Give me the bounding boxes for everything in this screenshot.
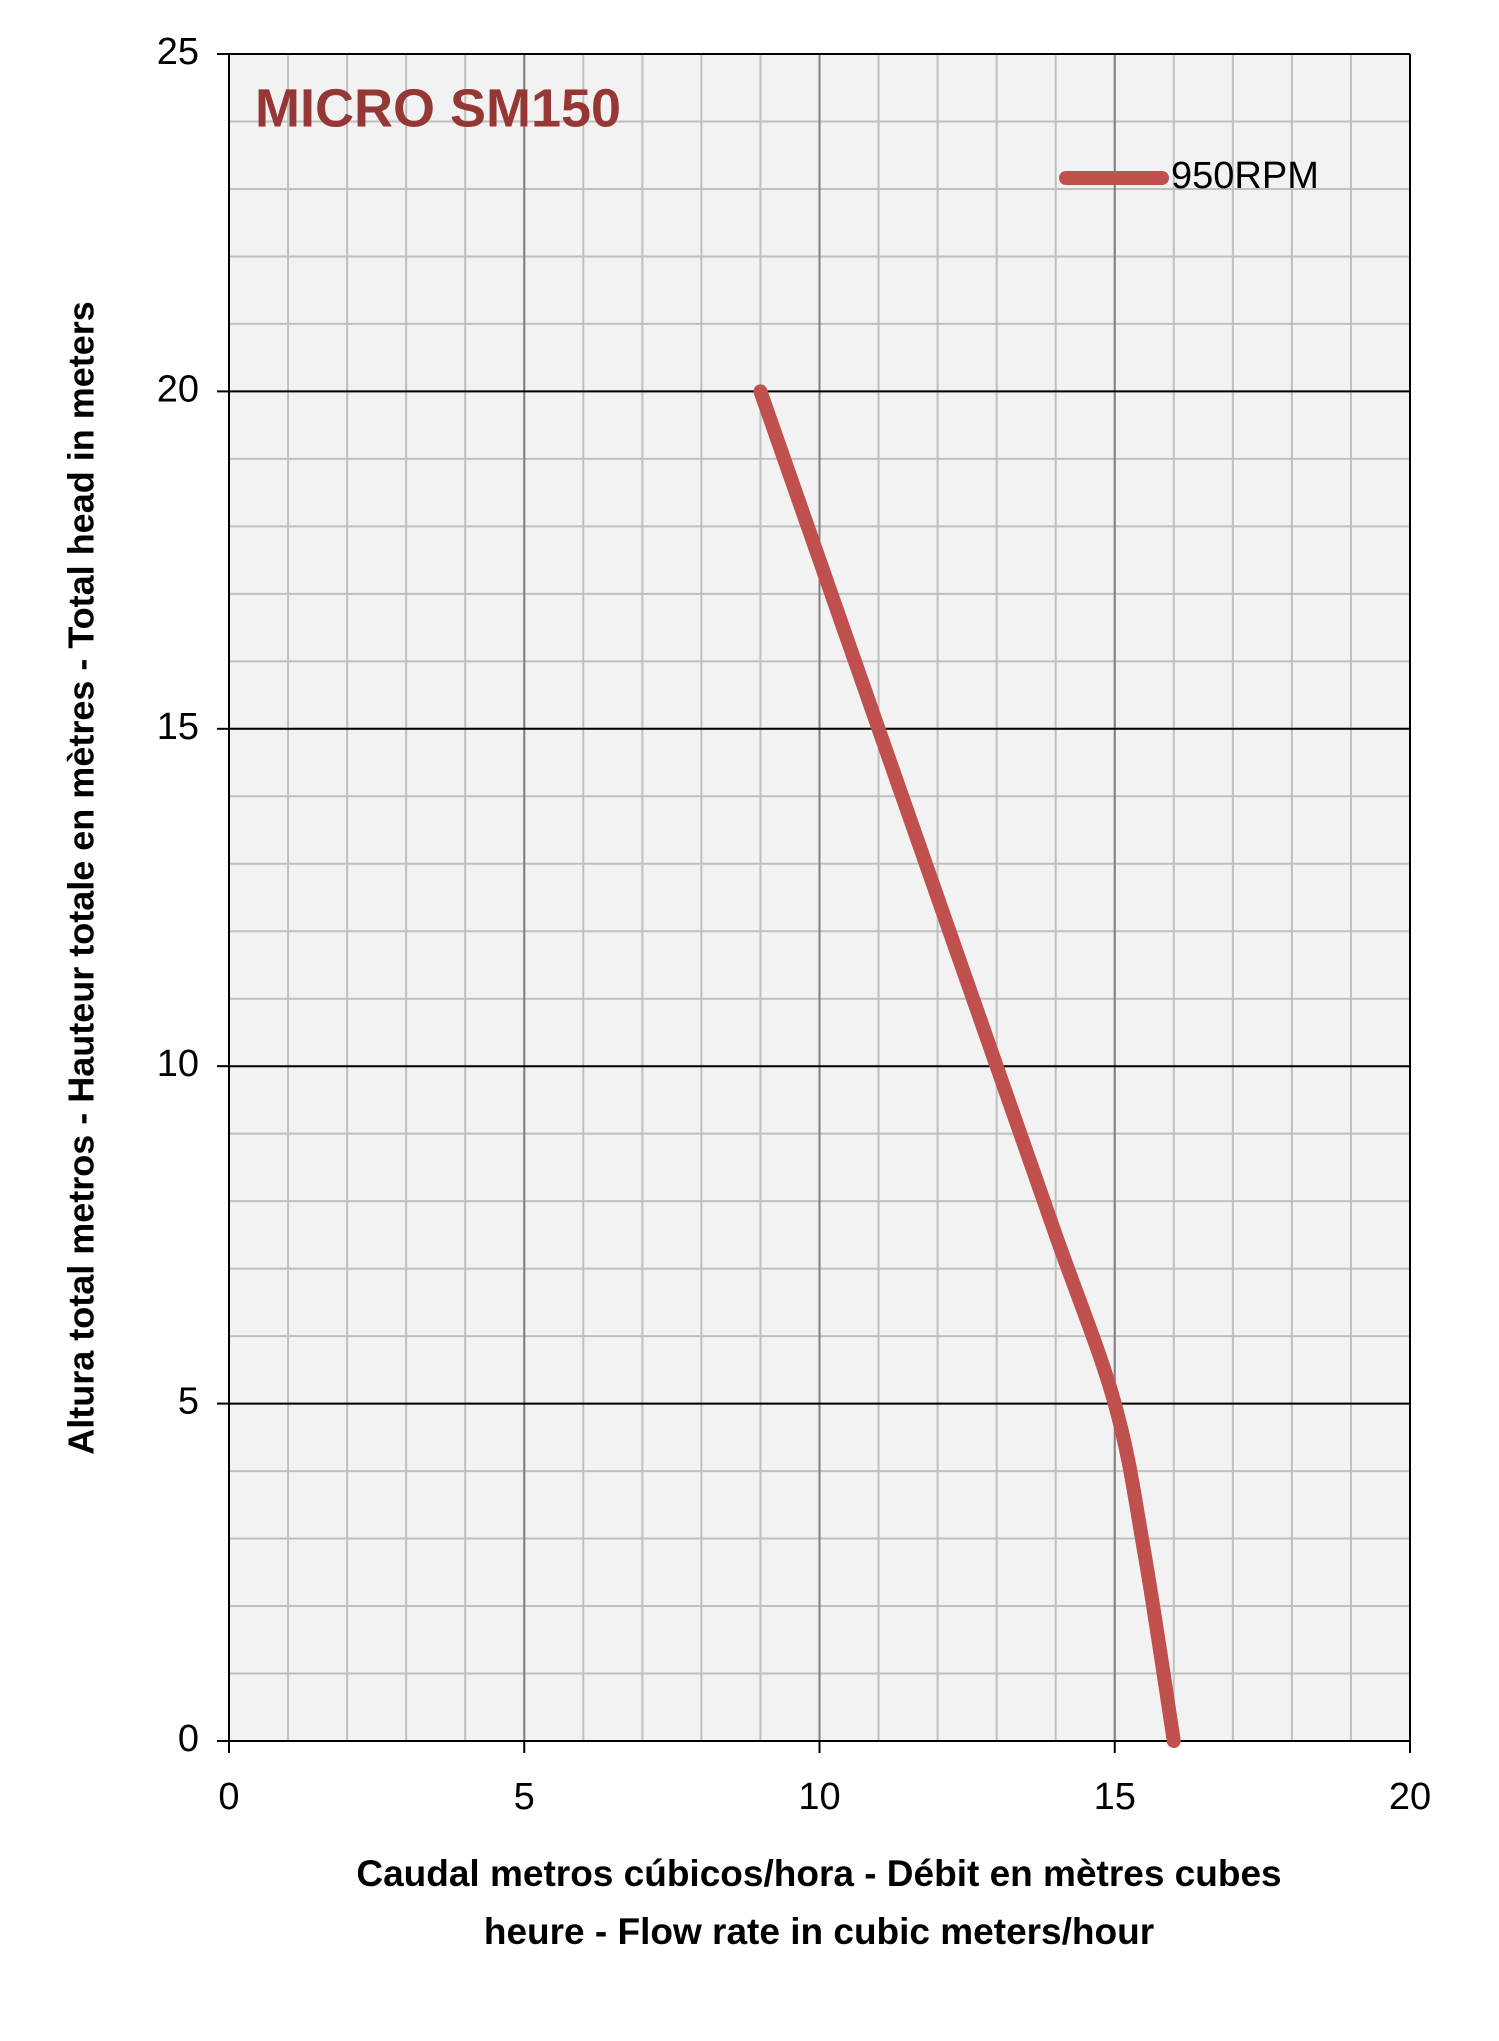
legend-label: 950RPM	[1171, 155, 1319, 197]
y-tick-label: 20	[157, 368, 199, 410]
x-tick-label: 20	[1389, 1776, 1431, 1818]
y-tick-label: 10	[157, 1043, 199, 1085]
x-tick-label: 15	[1094, 1776, 1136, 1818]
x-tick-label: 0	[218, 1776, 239, 1818]
y-axis-label: Altura total metros - Hauteur totale en …	[61, 301, 102, 1455]
x-tick-label: 5	[514, 1776, 535, 1818]
y-tick-label: 0	[178, 1718, 199, 1760]
y-tick-label: 25	[157, 31, 199, 73]
chart-title: MICRO SM150	[255, 78, 621, 138]
x-axis-label: Caudal metros cúbicos/hora - Débit en mè…	[356, 1853, 1282, 1952]
y-tick-label: 5	[178, 1381, 199, 1423]
x-tick-label: 10	[798, 1776, 840, 1818]
y-tick-label: 15	[157, 706, 199, 748]
line-series	[753, 384, 1181, 1748]
